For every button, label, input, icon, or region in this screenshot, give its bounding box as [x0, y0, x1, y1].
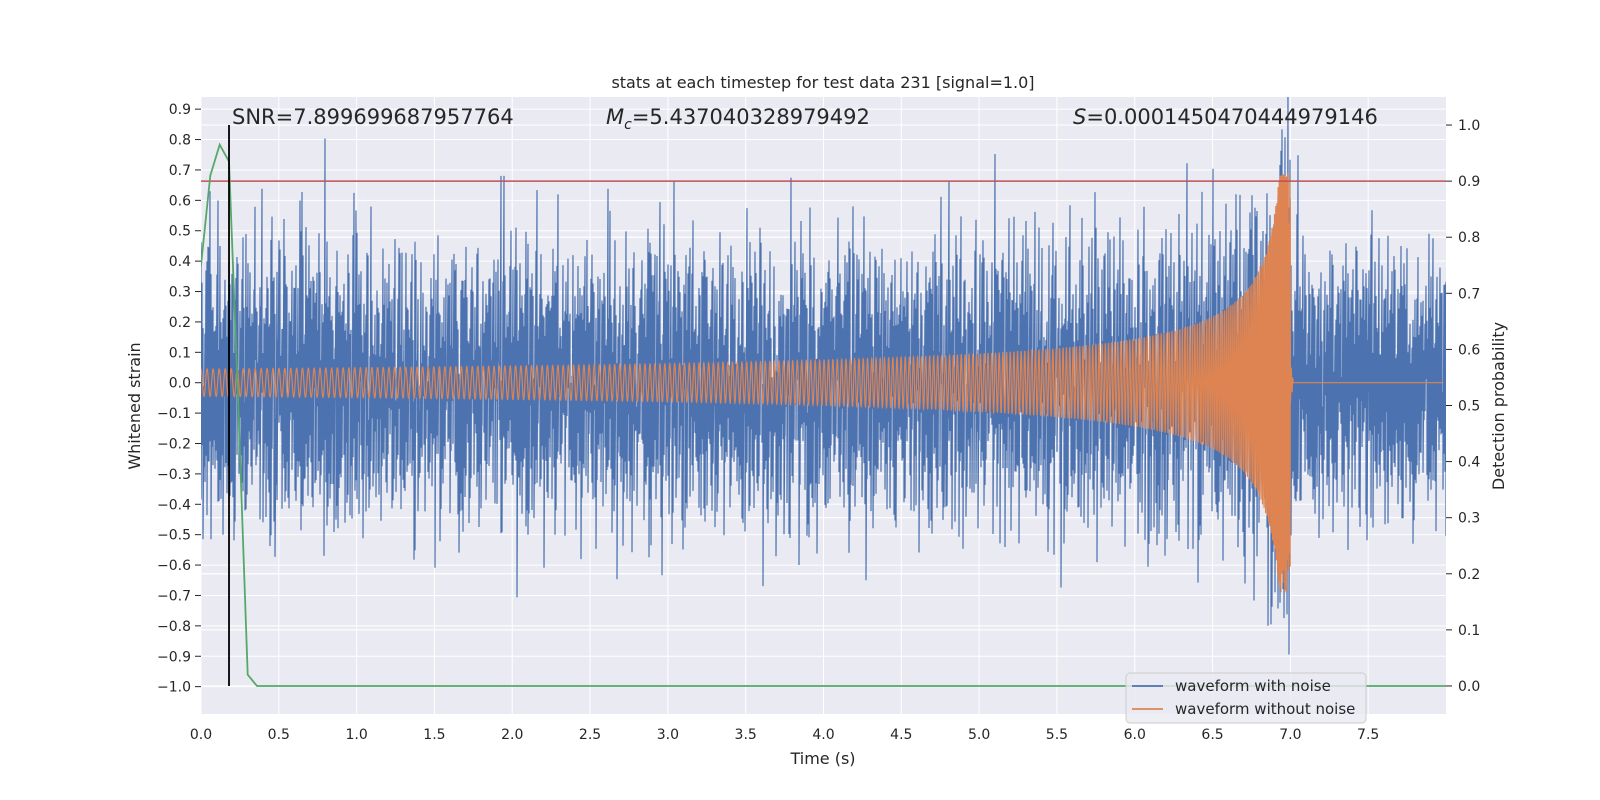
y2-tick-label: 0.6 — [1458, 342, 1480, 358]
x-tick-label: 1.5 — [423, 727, 445, 743]
y-tick-label: −0.5 — [157, 528, 191, 544]
legend-box — [1125, 672, 1367, 724]
y2-axis-ticks: 1.0 0.9 0.8 0.7 0.6 0.5 0.4 0.3 0.2 0.1 0.0 — [1446, 118, 1480, 695]
snr-annotation: SNR=7.899699687957764 — [232, 105, 514, 129]
x-tick-label: 0.0 — [190, 727, 212, 743]
y2-tick-label: 0.5 — [1458, 399, 1480, 415]
y-axis-label: Whitened strain — [125, 342, 144, 469]
y-tick-label: 0.7 — [169, 163, 191, 179]
series-layer — [201, 97, 1446, 687]
detection-probability-line — [201, 142, 1446, 687]
y-tick-label: 0.0 — [169, 376, 191, 392]
y2-axis-label: Detection probability — [1489, 322, 1508, 490]
y-tick-label: 0.8 — [169, 133, 191, 149]
y-tick-label: 0.2 — [169, 315, 191, 331]
y-tick-label: −0.4 — [157, 497, 191, 513]
y-tick-label: −0.3 — [157, 467, 191, 483]
x-tick-label: 2.5 — [579, 727, 601, 743]
y-tick-label: −0.9 — [157, 649, 191, 665]
y-tick-label: −0.7 — [157, 588, 191, 604]
s-symbol: S — [1073, 105, 1086, 129]
y2-tick-label: 0.9 — [1458, 174, 1480, 190]
x-tick-label: 6.5 — [1201, 727, 1223, 743]
x-axis-ticks: 0.0 0.5 1.0 1.5 2.0 2.5 3.0 3.5 4.0 4.5 5.0 5.5 6.0 6… — [190, 727, 1379, 743]
x-tick-label: 1.0 — [345, 727, 367, 743]
y2-tick-label: 0.0 — [1458, 679, 1480, 695]
y-tick-label: 0.1 — [169, 345, 191, 361]
y2-tick-label: 0.8 — [1458, 230, 1480, 246]
y-tick-label: −0.6 — [157, 558, 191, 574]
s-value: =0.0001450470444979146 — [1086, 105, 1378, 129]
x-tick-label: 3.0 — [657, 727, 679, 743]
y2-tick-label: 1.0 — [1458, 118, 1480, 134]
x-tick-label: 5.5 — [1046, 727, 1068, 743]
y2-tick-label: 0.3 — [1458, 511, 1480, 527]
y2-tick-label: 0.1 — [1458, 623, 1480, 639]
waveform-without-noise-line — [201, 173, 1443, 593]
chirp-mass-symbol: M — [606, 105, 624, 129]
y-tick-label: 0.6 — [169, 193, 191, 209]
legend: waveform with noise waveform without noi… — [1125, 672, 1367, 724]
chirp-mass-subscript: c — [624, 117, 632, 133]
legend-label-noise: waveform with noise — [1175, 677, 1331, 695]
y-tick-label: 0.5 — [169, 224, 191, 240]
x-axis-label: Time (s) — [789, 749, 855, 768]
x-tick-label: 0.5 — [268, 727, 290, 743]
y-axis-ticks: 0.9 0.8 0.7 0.6 0.5 0.4 0.3 0.2 0.1 0.0 −0.1 −0.2 −0… — [157, 102, 201, 696]
y-tick-label: −0.1 — [157, 406, 191, 422]
y-tick-label: 0.4 — [169, 254, 191, 270]
legend-label-clean: waveform without noise — [1175, 700, 1355, 718]
s-annotation: S=0.0001450470444979146 — [1073, 105, 1378, 129]
y-tick-label: −0.2 — [157, 436, 191, 452]
x-tick-label: 6.0 — [1124, 727, 1146, 743]
y-tick-label: 0.3 — [169, 285, 191, 301]
x-tick-label: 5.0 — [968, 727, 990, 743]
y-tick-label: 0.9 — [169, 102, 191, 118]
x-tick-label: 7.0 — [1279, 727, 1301, 743]
chirp-mass-value: =5.437040328979492 — [632, 105, 870, 129]
x-tick-label: 3.5 — [735, 727, 757, 743]
chirp-mass-annotation: Mc=5.437040328979492 — [606, 105, 870, 133]
y2-tick-label: 0.2 — [1458, 567, 1480, 583]
y2-tick-label: 0.7 — [1458, 286, 1480, 302]
chart-title: stats at each timestep for test data 231… — [611, 73, 1034, 92]
y2-tick-label: 0.4 — [1458, 455, 1480, 471]
x-tick-label: 2.0 — [501, 727, 523, 743]
y-tick-label: −0.8 — [157, 619, 191, 635]
x-tick-label: 4.0 — [812, 727, 834, 743]
y-tick-label: −1.0 — [157, 680, 191, 696]
x-tick-label: 4.5 — [890, 727, 912, 743]
x-tick-label: 7.5 — [1357, 727, 1379, 743]
